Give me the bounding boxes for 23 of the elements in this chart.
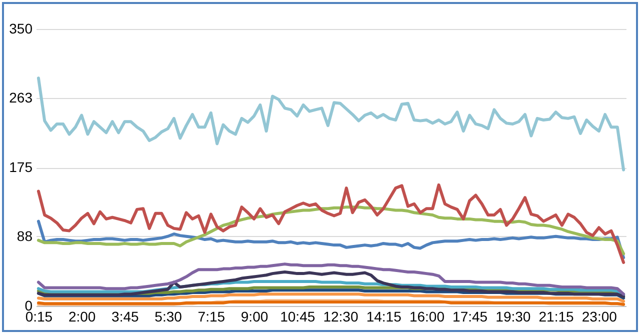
line-series bbox=[36, 292, 626, 303]
x-tick-label: 5:30 bbox=[154, 308, 182, 324]
y-tick-label: 175 bbox=[9, 159, 33, 175]
x-tick-label: 23:00 bbox=[582, 308, 618, 324]
line-series bbox=[36, 76, 626, 172]
y-tick-label: 263 bbox=[9, 89, 33, 106]
x-tick-label: 14:15 bbox=[366, 308, 402, 324]
y-tick-label: 350 bbox=[9, 20, 33, 36]
x-tick-label: 17:45 bbox=[452, 308, 488, 324]
y-tick-label: 88 bbox=[16, 228, 33, 244]
x-tick-label: 3:45 bbox=[112, 308, 140, 324]
x-tick-label: 9:00 bbox=[240, 308, 268, 324]
line-series bbox=[36, 183, 626, 264]
x-tick-label: 16:00 bbox=[409, 308, 445, 324]
x-tick-label: 19:30 bbox=[496, 308, 531, 324]
x-tick-label: 7:15 bbox=[198, 308, 226, 324]
line-series bbox=[36, 220, 626, 260]
x-tick-label: 2:00 bbox=[68, 308, 96, 324]
x-tick-label: 21:15 bbox=[538, 308, 574, 324]
line-series bbox=[36, 270, 626, 298]
x-tick-label: 12:30 bbox=[323, 308, 358, 324]
x-tick-label: 10:45 bbox=[280, 308, 316, 324]
line-series bbox=[36, 262, 626, 296]
